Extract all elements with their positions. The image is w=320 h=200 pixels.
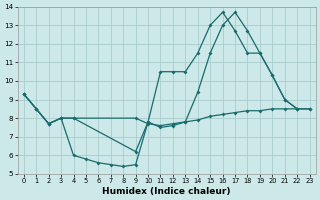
X-axis label: Humidex (Indice chaleur): Humidex (Indice chaleur) <box>102 187 231 196</box>
